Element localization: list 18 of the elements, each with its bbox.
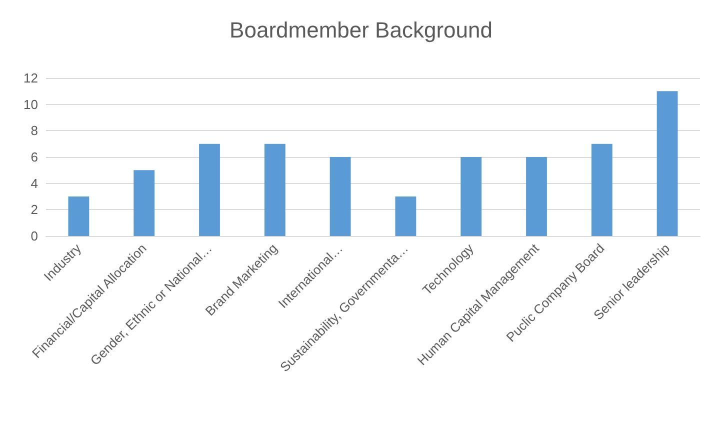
bar (264, 144, 286, 236)
y-tick-label: 4 (30, 176, 38, 191)
bar (134, 170, 155, 236)
y-tick-label: 0 (30, 228, 38, 244)
bar (591, 144, 612, 236)
y-tick-label: 10 (24, 96, 38, 112)
y-tick-label: 12 (24, 70, 38, 86)
bar (330, 157, 351, 236)
bar (526, 157, 547, 236)
bar (656, 91, 678, 236)
y-tick-label: 2 (30, 202, 38, 218)
chart-title: Boardmember Background (230, 18, 492, 42)
y-tick-label: 6 (30, 150, 38, 164)
bar (460, 157, 482, 236)
bar (395, 196, 416, 236)
y-tick-label: 8 (30, 123, 38, 138)
bar (199, 144, 220, 236)
bar (68, 196, 90, 236)
